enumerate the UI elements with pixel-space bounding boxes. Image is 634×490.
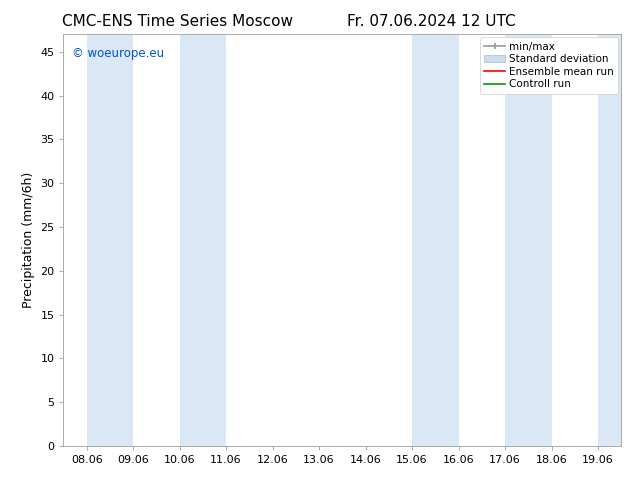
Bar: [505, 34, 552, 446]
Y-axis label: Precipitation (mm/6h): Precipitation (mm/6h): [22, 172, 35, 308]
Legend: min/max, Standard deviation, Ensemble mean run, Controll run: min/max, Standard deviation, Ensemble me…: [480, 37, 618, 94]
Text: Fr. 07.06.2024 12 UTC: Fr. 07.06.2024 12 UTC: [347, 14, 515, 29]
Text: CMC-ENS Time Series Moscow: CMC-ENS Time Series Moscow: [62, 14, 293, 29]
Bar: [598, 34, 624, 446]
Text: © woeurope.eu: © woeurope.eu: [72, 47, 164, 60]
Bar: [412, 34, 458, 446]
Bar: [87, 34, 133, 446]
Bar: [179, 34, 226, 446]
